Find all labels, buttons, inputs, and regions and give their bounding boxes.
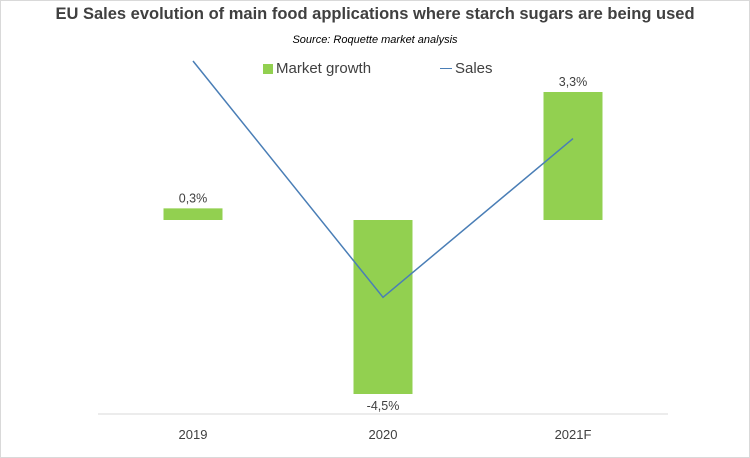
bar-2019: [163, 208, 223, 220]
legend-label-sales: Sales: [455, 60, 493, 77]
x-tick-2021f: 2021F: [555, 427, 592, 442]
legend: Market growth Sales: [0, 60, 750, 82]
bar-2021f: [543, 92, 603, 220]
legend-item-sales: Sales: [440, 60, 493, 77]
legend-line-swatch: [440, 68, 452, 69]
data-label-2021f: 3,3%: [559, 75, 588, 89]
legend-label-market-growth: Market growth: [276, 60, 372, 77]
x-tick-2020: 2020: [369, 427, 398, 442]
data-label-2020: -4,5%: [367, 399, 400, 413]
data-label-2019: 0,3%: [179, 191, 208, 205]
sales-line: [192, 60, 574, 299]
legend-bar-swatch: [263, 63, 273, 74]
chart-title: EU Sales evolution of main food applicat…: [55, 5, 695, 23]
x-tick-2019: 2019: [179, 427, 208, 442]
chart-subtitle: Source: Roquette market analysis: [292, 34, 458, 46]
bar-2020: [353, 220, 413, 394]
legend-item-market-growth: Market growth: [263, 60, 371, 77]
